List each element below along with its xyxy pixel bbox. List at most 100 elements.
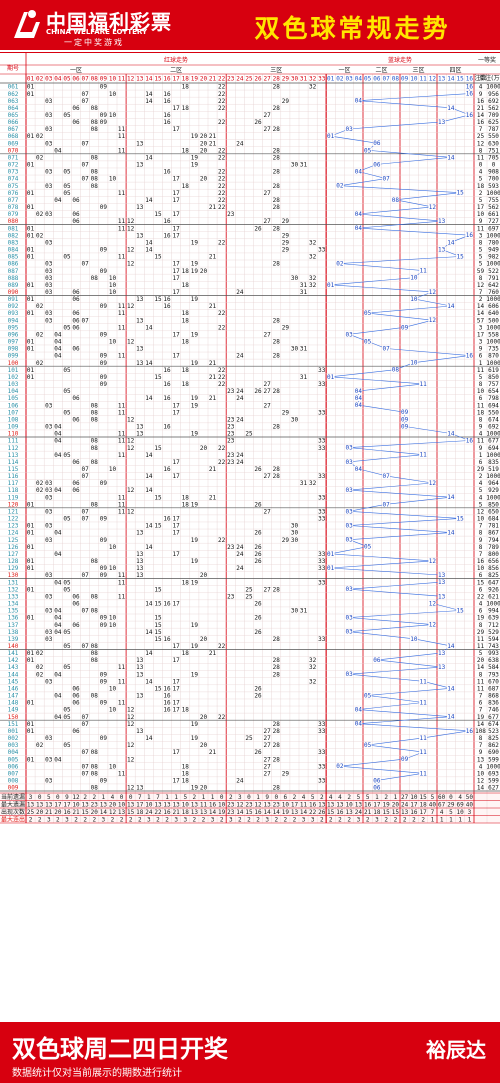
- red-ball-number: 24: [236, 544, 244, 551]
- red-ball-number: 18: [182, 268, 190, 275]
- red-ball-number: 22: [218, 183, 226, 190]
- prize-count: 4: [479, 763, 483, 770]
- red-ball-number: 04: [54, 147, 62, 154]
- blue-ball-number: 03: [346, 508, 354, 515]
- stats-value: 15: [392, 809, 400, 816]
- red-ball-number: 09: [100, 374, 108, 381]
- blue-ball-label-bg: [345, 614, 354, 621]
- red-ball-number: 03: [45, 494, 53, 501]
- red-ball-number: 29: [282, 247, 290, 254]
- red-ball-number: 08: [91, 657, 99, 664]
- red-ball-number: 08: [91, 119, 99, 126]
- stats-value: 5: [449, 809, 453, 816]
- red-ball-number: 07: [82, 608, 90, 615]
- stats-value: 20: [392, 801, 400, 808]
- stats-value: 26: [318, 809, 326, 816]
- blue-ball-number: 07: [383, 346, 391, 353]
- red-ball-number: 27: [264, 742, 272, 749]
- red-ball-number: 09: [100, 735, 108, 742]
- stats-value: 16: [254, 809, 262, 816]
- red-ball-number: 17: [173, 678, 181, 685]
- red-ball-number: 16: [163, 700, 171, 707]
- red-ball-number: 33: [318, 409, 326, 416]
- issue-number: 133: [8, 593, 19, 600]
- stats-value: 3: [29, 794, 33, 801]
- prize-count: 3: [479, 339, 483, 346]
- red-ball-number: 19: [191, 239, 199, 246]
- issue-number: 077: [8, 197, 19, 204]
- red-ball-number: 27: [264, 218, 272, 225]
- blue-ball-number: 16: [466, 91, 474, 98]
- stats-value: 20: [54, 809, 62, 816]
- red-ball-number: 07: [82, 714, 90, 721]
- red-ball-number: 04: [54, 615, 62, 622]
- red-ball-number: 24: [236, 452, 244, 459]
- red-ball-number: 21: [209, 494, 217, 501]
- red-ball-number: 08: [91, 275, 99, 282]
- red-ball-number: 03: [45, 317, 53, 324]
- blue-ball-label-bg: [363, 543, 372, 550]
- red-ball-column-number: 33: [318, 76, 326, 83]
- prize-count: 8: [479, 147, 483, 154]
- stats-value: 2: [202, 816, 206, 823]
- blue-ball-column-number: 01: [327, 76, 335, 83]
- red-ball-number: 01: [27, 558, 35, 565]
- blue-ball-label-bg: [382, 501, 391, 508]
- red-ball-number: 09: [100, 247, 108, 254]
- issue-number: 097: [8, 339, 19, 346]
- red-ball-number: 30: [291, 537, 299, 544]
- red-ball-number: 01: [27, 254, 35, 261]
- red-ball-column-number: 32: [309, 76, 317, 83]
- red-ball-number: 22: [218, 147, 226, 154]
- red-ball-number: 22: [218, 169, 226, 176]
- red-ball-number: 15: [154, 254, 162, 261]
- red-ball-number: 14: [145, 678, 153, 685]
- stats-value: 29: [447, 801, 455, 808]
- red-ball-number: 31: [300, 608, 308, 615]
- red-ball-number: 01: [27, 657, 35, 664]
- red-ball-number: 02: [36, 331, 44, 338]
- blue-ball-number: 03: [346, 445, 354, 452]
- prize-amount: 647: [488, 579, 499, 586]
- red-ball-number: 06: [72, 119, 80, 126]
- logo-english-name: CHINA WELFARE LOTTERY: [46, 28, 148, 36]
- prize-count: 6: [479, 353, 483, 360]
- blue-ball-label-bg: [419, 770, 428, 777]
- red-ball-number: 09: [100, 700, 108, 707]
- red-ball-number: 09: [100, 678, 108, 685]
- red-ball-number: 04: [54, 530, 62, 537]
- red-ball-number: 07: [82, 176, 90, 183]
- blue-ball-label-bg: [372, 161, 381, 168]
- prize-amount: 661: [488, 211, 499, 218]
- red-ball-number: 15: [154, 601, 162, 608]
- red-ball-number: 27: [264, 508, 272, 515]
- blue-ball-label-bg: [354, 720, 363, 727]
- prize-count: 6: [479, 395, 483, 402]
- red-ball-number: 28: [273, 742, 281, 749]
- red-ball-number: 13: [136, 664, 144, 671]
- blue-ball-number: 04: [355, 211, 363, 218]
- red-ball-number: 14: [145, 735, 153, 742]
- red-ball-number: 21: [209, 303, 217, 310]
- red-ball-number: 03: [45, 211, 53, 218]
- issue-column-header: 期号: [7, 64, 19, 72]
- stats-value: 7: [138, 794, 142, 801]
- blue-ball-column-number: 14: [447, 76, 455, 83]
- blue-ball-label-bg: [345, 671, 354, 678]
- red-ball-number: 26: [254, 501, 262, 508]
- red-ball-number: 13: [136, 693, 144, 700]
- stats-value: 25: [27, 809, 35, 816]
- prize-count: 4: [479, 431, 483, 438]
- red-ball-column-number: 26: [254, 76, 262, 83]
- prize-count: 6: [479, 700, 483, 707]
- blue-ball-label-bg: [363, 147, 372, 154]
- stats-value: 17: [63, 801, 71, 808]
- red-ball-number: 18: [182, 317, 190, 324]
- prize-amount: 550: [488, 133, 499, 140]
- red-ball-number: 22: [218, 98, 226, 105]
- red-ball-number: 03: [45, 169, 53, 176]
- issue-number: 008: [8, 778, 19, 785]
- stats-value: 10: [457, 809, 465, 816]
- blue-ball-label-bg: [456, 515, 465, 522]
- red-ball-number: 04: [54, 452, 62, 459]
